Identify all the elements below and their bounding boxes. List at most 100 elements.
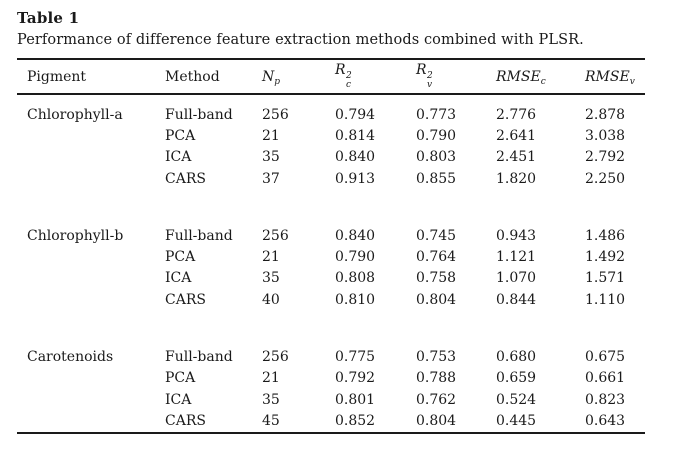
rmsec-cell: 0.844 xyxy=(496,291,537,308)
rmsec-cell: 0.943 xyxy=(496,227,537,244)
method-cell: Full-band xyxy=(165,227,233,244)
r2v-cell: 0.764 xyxy=(416,249,457,266)
r2v-cell: 0.804 xyxy=(416,412,457,429)
r2c-cell: 0.810 xyxy=(335,291,376,308)
rmsev-cell: 1.486 xyxy=(585,227,626,244)
r2c-cell: 0.794 xyxy=(335,106,376,123)
method-cell: ICA xyxy=(165,270,192,287)
table-row: PCA 21 0.792 0.788 0.659 0.661 xyxy=(17,368,645,389)
method-cell: PCA xyxy=(165,249,196,266)
table-row: ICA 35 0.808 0.758 1.070 1.571 xyxy=(17,268,645,289)
np-cell: 40 xyxy=(262,291,280,308)
r2v-cell: 0.788 xyxy=(416,370,457,387)
np-cell: 45 xyxy=(262,412,280,429)
np-cell: 35 xyxy=(262,270,280,287)
r2c-cell: 0.840 xyxy=(335,149,376,166)
group-gap xyxy=(17,310,645,346)
np-cell: 256 xyxy=(262,349,289,366)
r2v-cell: 0.762 xyxy=(416,391,457,408)
r2c-cell: 0.808 xyxy=(335,270,376,287)
r2v-cell: 0.855 xyxy=(416,170,457,187)
table-row: PCA 21 0.790 0.764 1.121 1.492 xyxy=(17,246,645,267)
table-title: Table 1 xyxy=(17,9,80,27)
r2v-symbol: R xyxy=(416,62,427,79)
rmsec-cell: 0.524 xyxy=(496,391,537,408)
rmsev-cell: 0.661 xyxy=(585,370,626,387)
rmsev-cell: 0.643 xyxy=(585,412,626,429)
rmsev-cell: 2.792 xyxy=(585,149,626,166)
table-row: CARS 37 0.913 0.855 1.820 2.250 xyxy=(17,168,645,189)
rmsec-cell: 2.451 xyxy=(496,149,537,166)
r2c-cell: 0.792 xyxy=(335,370,376,387)
method-cell: CARS xyxy=(165,412,206,429)
np-symbol: N xyxy=(262,68,275,85)
r2c-cell: 0.775 xyxy=(335,349,376,366)
np-cell: 256 xyxy=(262,227,289,244)
column-header-method: Method xyxy=(165,68,220,85)
rmsev-cell: 0.675 xyxy=(585,349,626,366)
r2c-cell: 0.840 xyxy=(335,227,376,244)
table-row: Chlorophyll-a Full-band 256 0.794 0.773 2.776… xyxy=(17,104,645,125)
method-cell: Full-band xyxy=(165,106,233,123)
rmsev-cell: 0.823 xyxy=(585,391,626,408)
np-cell: 21 xyxy=(262,127,280,144)
table-row: PCA 21 0.814 0.790 2.641 3.038 xyxy=(17,125,645,146)
r2c-cell: 0.790 xyxy=(335,249,376,266)
group-gap xyxy=(17,189,645,225)
table-row: CARS 40 0.810 0.804 0.844 1.110 xyxy=(17,289,645,310)
r2v-cell: 0.773 xyxy=(416,106,457,123)
rmsec-cell: 0.680 xyxy=(496,349,537,366)
table-row: CARS 45 0.852 0.804 0.445 0.643 xyxy=(17,410,645,431)
np-cell: 21 xyxy=(262,370,280,387)
table-row: Chlorophyll-b Full-band 256 0.840 0.745 0.943… xyxy=(17,225,645,246)
r2v-cell: 0.803 xyxy=(416,149,457,166)
np-subscript: p xyxy=(274,76,281,87)
r2v-cell: 0.790 xyxy=(416,127,457,144)
column-header-pigment: Pigment xyxy=(27,68,87,85)
pigment-cell: Chlorophyll-a xyxy=(27,106,123,123)
rmsec-cell: 1.820 xyxy=(496,170,537,187)
r2c-cell: 0.913 xyxy=(335,170,376,187)
np-cell: 35 xyxy=(262,391,280,408)
table-row: ICA 35 0.840 0.803 2.451 2.792 xyxy=(17,147,645,168)
rmsev-cell: 1.571 xyxy=(585,270,626,287)
np-cell: 37 xyxy=(262,170,280,187)
r2c-cell: 0.814 xyxy=(335,127,376,144)
method-cell: CARS xyxy=(165,291,206,308)
method-cell: CARS xyxy=(165,170,206,187)
pigment-cell: Chlorophyll-b xyxy=(27,227,124,244)
rmsec-cell: 2.641 xyxy=(496,127,537,144)
table-header-rule xyxy=(17,93,645,95)
column-header-rmsev: RMSEv xyxy=(585,68,645,87)
column-header-np: Np xyxy=(262,68,335,87)
table-caption: Performance of difference feature extrac… xyxy=(17,32,584,48)
method-cell: Full-band xyxy=(165,349,233,366)
rmsev-cell: 2.250 xyxy=(585,170,626,187)
method-cell: PCA xyxy=(165,370,196,387)
r2c-symbol: R xyxy=(335,62,346,79)
r2v-cell: 0.758 xyxy=(416,270,457,287)
rmsec-symbol: RMSE xyxy=(496,68,541,85)
rmsec-cell: 1.121 xyxy=(496,249,537,266)
rmsev-subscript: v xyxy=(629,76,635,87)
pigment-cell: Carotenoids xyxy=(27,349,114,366)
np-cell: 21 xyxy=(262,249,280,266)
rmsev-cell: 3.038 xyxy=(585,127,626,144)
method-cell: ICA xyxy=(165,149,192,166)
rmsec-cell: 0.445 xyxy=(496,412,537,429)
rmsev-cell: 2.878 xyxy=(585,106,626,123)
r2v-cell: 0.804 xyxy=(416,291,457,308)
rmsev-symbol: RMSE xyxy=(585,68,630,85)
rmsec-cell: 0.659 xyxy=(496,370,537,387)
rmsec-cell: 2.776 xyxy=(496,106,537,123)
np-cell: 256 xyxy=(262,106,289,123)
rmsev-cell: 1.110 xyxy=(585,291,626,308)
rmsev-cell: 1.492 xyxy=(585,249,626,266)
table-row: ICA 35 0.801 0.762 0.524 0.823 xyxy=(17,389,645,410)
r2c-cell: 0.852 xyxy=(335,412,376,429)
